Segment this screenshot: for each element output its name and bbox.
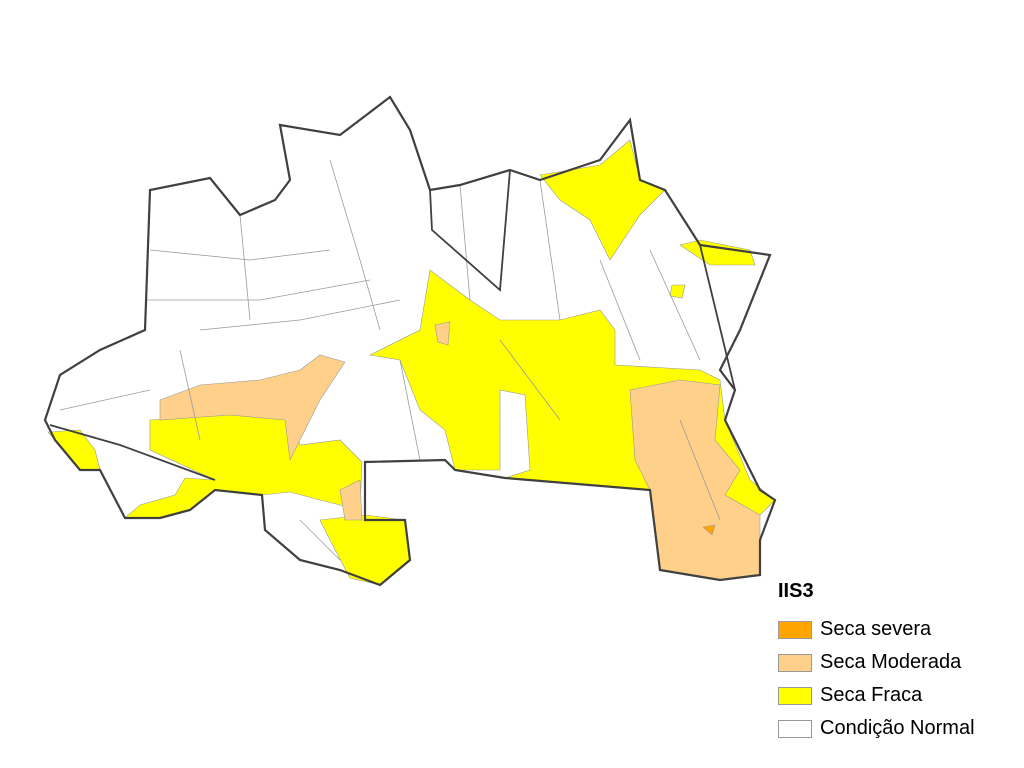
seca-severa-area [702,524,716,536]
state-border-line [49,169,736,481]
municipal-boundary [239,214,251,321]
municipal-boundary [399,359,421,461]
municipal-boundary [149,249,331,261]
municipal-boundary [59,389,151,411]
legend-item-seca-moderada: Seca Moderada [778,646,975,679]
region-outline [43,95,777,587]
legend-label: Seca severa [820,618,932,640]
municipal-boundaries [59,159,721,561]
legend-label: Seca Moderada [820,651,962,673]
municipal-boundary [329,159,381,331]
legend: IIS3 Seca severa Seca Moderada Seca Frac… [778,580,975,745]
legend-item-seca-fraca: Seca Fraca [778,679,975,712]
legend-item-seca-severa: Seca severa [778,613,975,646]
legend-item-condicao-normal: Condição Normal [778,712,975,745]
legend-label: Condição Normal [820,717,975,739]
seca-moderada-area [339,479,363,521]
seca-fraca-area [679,239,756,266]
municipal-boundary [199,299,401,331]
seca-fraca-area [124,414,363,519]
legend-title: IIS3 [778,580,814,602]
municipal-boundary [599,259,641,361]
legend-swatch [778,620,812,639]
municipal-boundary [145,279,371,301]
municipal-boundary [459,184,471,301]
legend-swatch [778,653,812,672]
legend-swatch [778,719,812,738]
municipal-boundary [539,179,561,321]
seca-moderada-area [159,354,346,462]
municipal-boundary [179,349,201,441]
municipal-boundary [679,419,721,521]
seca-fraca-area [319,514,411,586]
legend-swatch [778,686,812,705]
seca-fraca-area [669,284,686,299]
municipal-boundary [499,339,561,421]
seca-moderada-area [434,321,451,346]
municipal-boundary [299,519,341,561]
legend-label: Seca Fraca [820,684,923,706]
municipal-boundary [649,249,701,361]
